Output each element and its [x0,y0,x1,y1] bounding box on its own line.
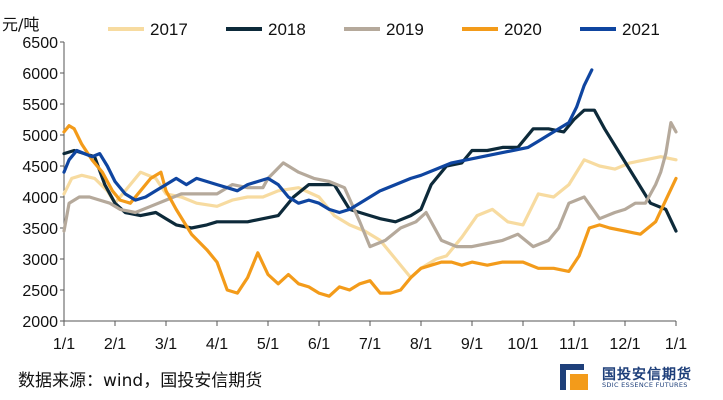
x-tick-label: 6/1 [308,336,330,353]
y-tick-label: 6500 [22,35,58,52]
x-tick-label: 11/1 [559,336,589,353]
series-line-2019 [62,120,678,249]
legend-label-2020: 2020 [504,20,542,39]
x-tick-label: 8/1 [410,336,432,353]
axes-frame [60,41,677,326]
x-tick-label: 10/1 [507,336,538,353]
y-tick-label: 5500 [22,97,58,114]
y-tick-label: 5000 [22,128,58,145]
x-tick-label: 1/1 [665,336,687,353]
brand-name: 国投安信期货 [602,367,692,383]
y-tick-label: 2000 [22,314,58,331]
series-lines [62,68,678,298]
legend-label-2017: 2017 [150,20,188,39]
data-source-note: 数据来源：wind，国投安信期货 [18,371,263,391]
x-tick-label: 5/1 [257,336,279,353]
x-tick-label: 9/1 [461,336,483,353]
y-tick-label: 3500 [22,221,58,238]
x-tick-label: 3/1 [155,336,177,353]
legend-label-2018: 2018 [268,20,306,39]
y-tick-label: 4500 [22,159,58,176]
x-tick-label: 2/1 [104,336,126,353]
x-tick-label: 4/1 [206,336,228,353]
series-line-2020 [62,124,678,298]
x-tick-labels: 1/1 2/1 3/1 4/1 5/1 6/1 7/1 8/1 9/1 10/1 11/1 12/1 1… [53,336,687,353]
y-tick-label: 6000 [22,66,58,83]
y-tick-label: 4000 [22,190,58,207]
legend-label-2019: 2019 [386,20,424,39]
brand-subtitle: SDIC ESSENCE FUTURES [602,381,688,389]
x-tick-label: 1/1 [53,336,75,353]
y-axis-label: 元/吨 [2,15,39,34]
brand-mark-icon [560,364,588,390]
y-tick-labels: 2000 2500 3000 3500 4000 4500 5000 5500 6000 6500 [22,35,58,331]
x-tick-label: 12/1 [609,336,640,353]
legend-label-2021: 2021 [622,20,660,39]
y-tick-label: 3000 [22,252,58,269]
series-line-2018 [62,108,678,233]
y-tick-label: 2500 [22,283,58,300]
legend: 2017 2018 2019 2020 2021 [108,20,660,39]
brand-logo: 国投安信期货 SDIC ESSENCE FUTURES [558,362,718,394]
x-tick-label: 7/1 [359,336,381,353]
series-line-2021 [62,68,594,215]
